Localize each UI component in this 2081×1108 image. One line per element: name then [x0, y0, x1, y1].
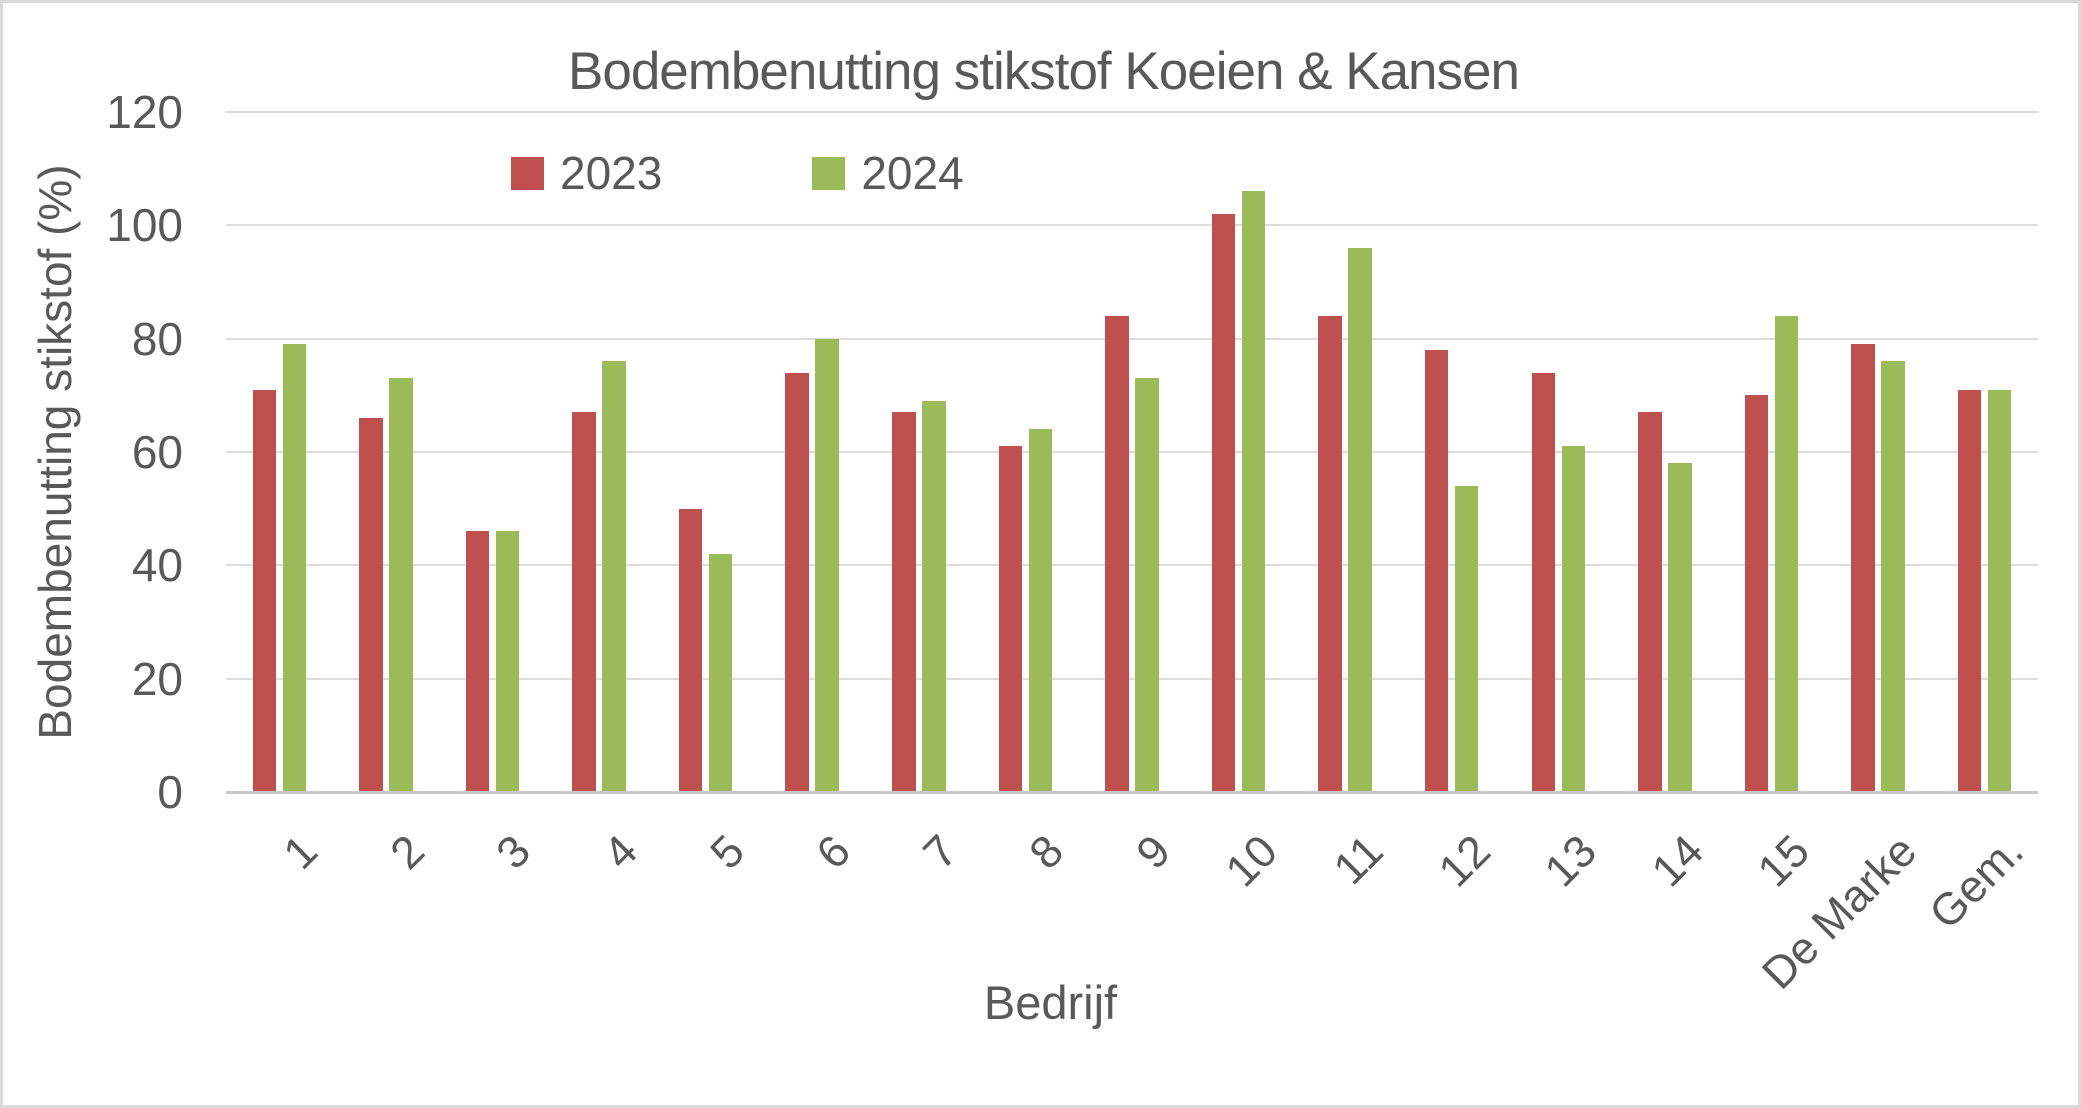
bar-2024-9 — [1135, 378, 1159, 792]
x-tick-10: 10 — [1215, 824, 1287, 897]
legend-label-2024: 2024 — [861, 147, 964, 199]
x-axis-title: Bedrijf — [983, 976, 1118, 1029]
bar-2023-10 — [1211, 214, 1236, 792]
y-tick-20: 20 — [131, 652, 183, 705]
legend-swatch-2024-icon — [812, 156, 846, 190]
bar-2024-12 — [1454, 486, 1479, 792]
x-axis-line — [226, 791, 2038, 794]
bar-2023-8 — [998, 446, 1023, 792]
legend-swatch-2023-icon — [511, 156, 544, 190]
bar-2023-de-marke — [1851, 344, 1875, 792]
legend-item-2024: 2024 — [812, 146, 964, 200]
bar-2023-9 — [1105, 316, 1129, 792]
bar-2023-7 — [892, 412, 916, 792]
bar-2024-7 — [922, 401, 946, 792]
gridline-100 — [226, 224, 2038, 227]
bar-2023-15 — [1744, 395, 1769, 792]
bar-2024-6 — [815, 338, 839, 792]
bar-2023-14 — [1638, 412, 1662, 792]
y-tick-40: 40 — [131, 539, 183, 592]
x-tick-12: 12 — [1428, 824, 1500, 897]
bar-2023-6 — [785, 372, 809, 792]
x-tick-4: 4 — [593, 824, 648, 879]
y-tick-60: 60 — [131, 426, 183, 478]
bar-2024-14 — [1668, 463, 1692, 792]
y-tick-120: 120 — [106, 86, 183, 138]
bar-2023-2 — [359, 418, 383, 792]
x-tick-gem-: Gem. — [1918, 824, 2033, 939]
chart-title: Bodembenutting stikstof Koeien & Kansen — [568, 42, 1520, 101]
x-tick-7: 7 — [913, 824, 967, 879]
x-tick-14: 14 — [1641, 824, 1713, 897]
x-tick-3: 3 — [486, 824, 541, 879]
bar-2024-gem- — [1987, 389, 2012, 792]
bar-2024-4 — [602, 361, 626, 792]
bar-2023-5 — [678, 508, 703, 792]
x-tick-1: 1 — [273, 824, 328, 879]
x-tick-15: 15 — [1748, 824, 1820, 897]
gridline-120 — [226, 111, 2038, 113]
bar-2024-13 — [1561, 446, 1586, 792]
legend-item-2023: 2023 — [511, 146, 662, 200]
bar-2023-1 — [252, 389, 276, 792]
gridline-20 — [226, 677, 2038, 680]
bar-2024-11 — [1348, 248, 1372, 792]
x-tick-13: 13 — [1534, 824, 1607, 897]
y-tick-80: 80 — [131, 312, 183, 365]
bar-2024-8 — [1028, 429, 1053, 792]
plot-area — [226, 111, 2038, 794]
bar-2024-2 — [389, 378, 413, 792]
gridline-80 — [226, 337, 2038, 340]
x-tick-11: 11 — [1324, 824, 1394, 894]
bar-2023-gem- — [1957, 389, 1982, 792]
x-tick-8: 8 — [1019, 824, 1074, 879]
y-tick-0: 0 — [157, 766, 183, 818]
bar-2024-3 — [495, 531, 520, 792]
x-tick-6: 6 — [806, 824, 861, 879]
bar-2024-10 — [1241, 191, 1266, 792]
bar-2023-12 — [1424, 350, 1449, 792]
bar-2024-1 — [282, 344, 306, 792]
bar-2023-4 — [572, 412, 596, 792]
gridline-60 — [226, 451, 2038, 453]
x-tick-5: 5 — [699, 824, 754, 879]
bar-2023-13 — [1531, 372, 1556, 792]
x-tick-9: 9 — [1126, 824, 1180, 879]
bar-2023-11 — [1318, 316, 1342, 792]
x-tick-2: 2 — [380, 824, 434, 879]
gridline-40 — [226, 564, 2038, 567]
legend: 2023 2024 — [511, 146, 964, 200]
bar-2024-5 — [708, 554, 733, 792]
bar-2024-15 — [1774, 316, 1799, 792]
y-tick-100: 100 — [106, 199, 183, 252]
legend-label-2023: 2023 — [560, 147, 663, 199]
bar-2024-de-marke — [1881, 361, 1905, 792]
bar-2023-3 — [465, 531, 490, 792]
